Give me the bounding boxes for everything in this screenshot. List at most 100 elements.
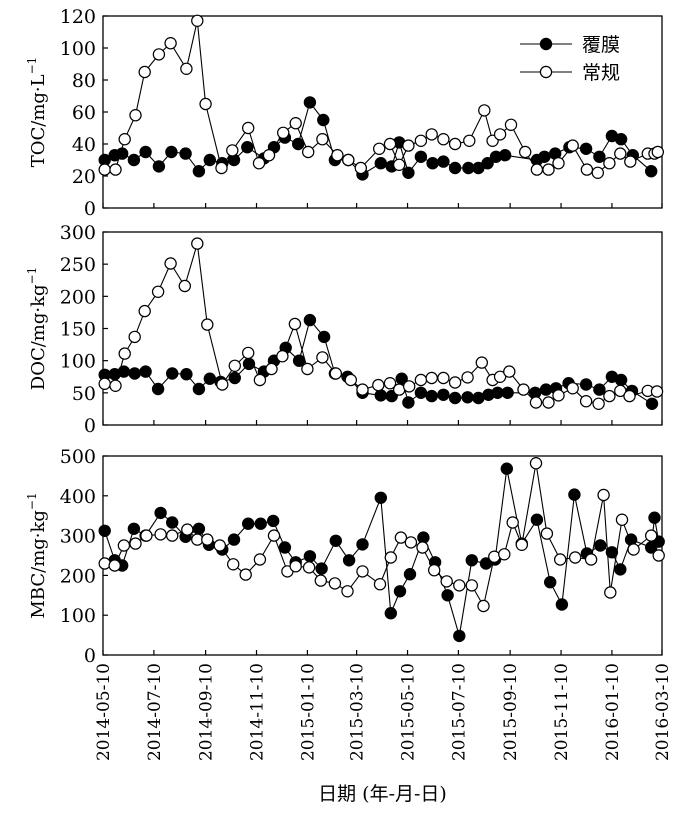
data-point-fumo bbox=[356, 538, 369, 551]
data-point-changgui bbox=[289, 116, 302, 130]
data-point-fumo bbox=[165, 145, 178, 159]
y-axis-label: DOC/mg·kg−1 bbox=[25, 267, 49, 390]
data-point-changgui bbox=[624, 155, 637, 168]
data-point-changgui bbox=[331, 148, 344, 162]
data-point-fumo bbox=[227, 533, 241, 546]
data-point-changgui bbox=[477, 599, 490, 613]
data-point-fumo bbox=[538, 150, 551, 163]
data-point-changgui bbox=[498, 548, 511, 561]
data-point-changgui bbox=[262, 148, 276, 162]
data-point-changgui bbox=[584, 553, 598, 566]
data-point-changgui bbox=[152, 48, 166, 61]
data-point-fumo bbox=[254, 517, 267, 530]
data-point-changgui bbox=[603, 389, 616, 403]
data-point-changgui bbox=[623, 389, 636, 403]
data-point-changgui bbox=[302, 145, 315, 159]
data-point-changgui bbox=[373, 142, 386, 155]
data-point-changgui bbox=[542, 396, 555, 409]
y-tick-label: 250 bbox=[60, 254, 96, 276]
data-point-fumo bbox=[128, 367, 141, 380]
y-tick-label: 0 bbox=[84, 645, 96, 667]
data-point-changgui bbox=[140, 529, 153, 542]
data-point-fumo bbox=[425, 389, 438, 403]
data-point-changgui bbox=[277, 126, 290, 140]
data-point-changgui bbox=[529, 396, 543, 409]
data-point-fumo bbox=[342, 554, 356, 567]
data-point-changgui bbox=[191, 14, 204, 27]
data-point-fumo bbox=[317, 113, 330, 127]
data-point-fumo bbox=[426, 156, 439, 170]
data-point-changgui bbox=[425, 128, 438, 141]
data-point-changgui bbox=[453, 579, 466, 592]
data-point-fumo bbox=[192, 382, 206, 396]
data-point-changgui bbox=[118, 132, 131, 146]
data-point-fumo bbox=[461, 391, 474, 404]
data-point-changgui bbox=[448, 376, 462, 389]
data-point-changgui bbox=[404, 536, 418, 549]
data-point-changgui bbox=[580, 163, 594, 176]
data-point-changgui bbox=[579, 395, 593, 408]
data-point-fumo bbox=[384, 607, 397, 620]
y-tick-label: 0 bbox=[84, 415, 96, 437]
data-point-fumo bbox=[317, 330, 331, 344]
data-point-changgui bbox=[566, 382, 579, 395]
data-point-changgui bbox=[529, 457, 543, 470]
data-point-changgui bbox=[98, 557, 111, 570]
data-point-fumo bbox=[403, 568, 417, 581]
data-point-fumo bbox=[303, 550, 317, 563]
data-point-changgui bbox=[597, 488, 610, 502]
legend-label: 覆膜 bbox=[582, 34, 620, 56]
data-point-changgui bbox=[201, 533, 214, 546]
data-point-fumo bbox=[579, 142, 593, 155]
data-point-changgui bbox=[276, 350, 289, 363]
data-point-changgui bbox=[504, 118, 518, 132]
data-point-fumo bbox=[98, 524, 111, 538]
data-point-fumo bbox=[605, 546, 619, 559]
y-tick-label: 100 bbox=[60, 605, 96, 627]
data-point-changgui bbox=[461, 371, 474, 384]
data-point-changgui bbox=[226, 558, 240, 571]
data-point-fumo bbox=[544, 576, 557, 589]
data-point-changgui bbox=[566, 139, 579, 152]
legend-marker bbox=[539, 65, 553, 79]
y-axis-label: MBC/mg·kg−1 bbox=[25, 492, 49, 618]
data-point-fumo bbox=[374, 491, 387, 504]
data-point-changgui bbox=[265, 362, 278, 376]
data-point-changgui bbox=[288, 317, 302, 331]
data-point-changgui bbox=[650, 385, 664, 398]
data-point-changgui bbox=[199, 97, 212, 111]
data-point-fumo bbox=[117, 365, 131, 378]
y-axis-label: TOC/mg·L−1 bbox=[25, 57, 49, 168]
y-tick-label: 20 bbox=[72, 166, 96, 188]
data-point-changgui bbox=[241, 346, 255, 360]
data-point-changgui bbox=[138, 304, 151, 318]
data-point-changgui bbox=[151, 285, 165, 298]
y-tick-label: 120 bbox=[60, 6, 96, 28]
y-tick-label: 200 bbox=[60, 286, 96, 308]
data-point-fumo bbox=[539, 383, 553, 396]
data-point-fumo bbox=[179, 147, 192, 160]
data-point-fumo bbox=[165, 516, 179, 529]
data-point-fumo bbox=[139, 365, 152, 378]
x-tick-label: 2014-11-10 bbox=[248, 663, 268, 761]
x-tick-label: 2016-03-10 bbox=[653, 663, 673, 761]
data-point-fumo bbox=[203, 372, 216, 385]
data-point-changgui bbox=[493, 128, 507, 141]
data-point-changgui bbox=[603, 156, 616, 170]
data-point-changgui bbox=[384, 551, 397, 564]
data-point-changgui bbox=[118, 347, 131, 360]
data-point-fumo bbox=[154, 506, 167, 520]
data-point-changgui bbox=[383, 137, 397, 151]
data-point-changgui bbox=[403, 380, 416, 393]
x-tick-label: 2015-01-10 bbox=[298, 663, 318, 761]
data-point-changgui bbox=[393, 158, 406, 171]
data-point-changgui bbox=[98, 163, 111, 176]
data-point-changgui bbox=[164, 37, 177, 50]
data-point-changgui bbox=[569, 551, 582, 564]
data-point-changgui bbox=[651, 145, 665, 159]
data-point-changgui bbox=[302, 561, 316, 574]
data-point-changgui bbox=[614, 384, 627, 398]
data-point-fumo bbox=[437, 155, 450, 168]
data-point-fumo bbox=[648, 511, 661, 524]
data-point-changgui bbox=[253, 373, 267, 387]
